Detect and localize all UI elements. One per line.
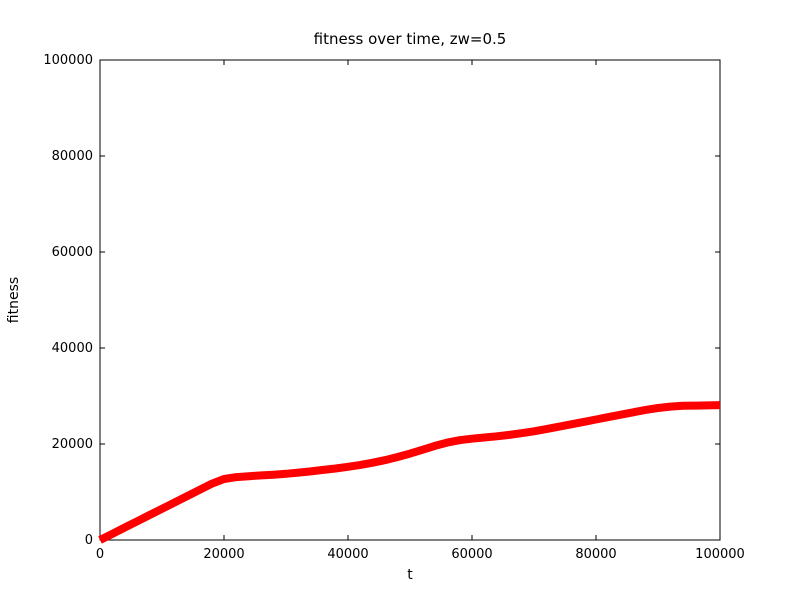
chart-title: fitness over time, zw=0.5 [314,30,507,48]
x-tick-label: 80000 [575,547,616,562]
y-tick-label: 40000 [52,341,93,356]
y-tick-labels: 0 20000 40000 60000 80000 100000 [43,53,93,548]
y-tick-marks [100,59,720,541]
fitness-series-line [98,401,721,544]
x-tick-label: 100000 [695,547,745,562]
x-tick-label: 40000 [327,547,368,562]
y-tick-label: 80000 [52,149,93,164]
x-axis-label: t [407,567,413,583]
x-tick-label: 20000 [203,547,244,562]
x-tick-label: 0 [96,547,104,562]
y-axis-label: fitness [6,277,22,323]
y-tick-label: 60000 [52,245,93,260]
y-tick-label: 0 [85,533,93,548]
y-tick-label: 20000 [52,437,93,452]
x-tick-marks [99,60,721,540]
x-tick-labels: 0 20000 40000 60000 80000 100000 [96,547,745,562]
x-tick-label: 60000 [451,547,492,562]
plot-frame [99,59,721,541]
series-group [98,401,721,544]
y-tick-label: 100000 [43,53,93,68]
